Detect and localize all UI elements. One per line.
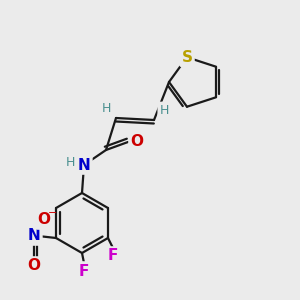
Text: N: N <box>28 229 40 244</box>
Text: O: O <box>28 259 40 274</box>
Text: N: N <box>78 158 90 172</box>
Text: O: O <box>130 134 143 148</box>
Text: F: F <box>108 248 118 263</box>
Text: O: O <box>38 212 50 227</box>
Text: H: H <box>101 101 111 115</box>
Text: H: H <box>159 103 169 116</box>
Text: −: − <box>48 208 58 218</box>
Text: S: S <box>182 50 193 65</box>
Text: F: F <box>79 263 89 278</box>
Text: H: H <box>65 157 75 169</box>
